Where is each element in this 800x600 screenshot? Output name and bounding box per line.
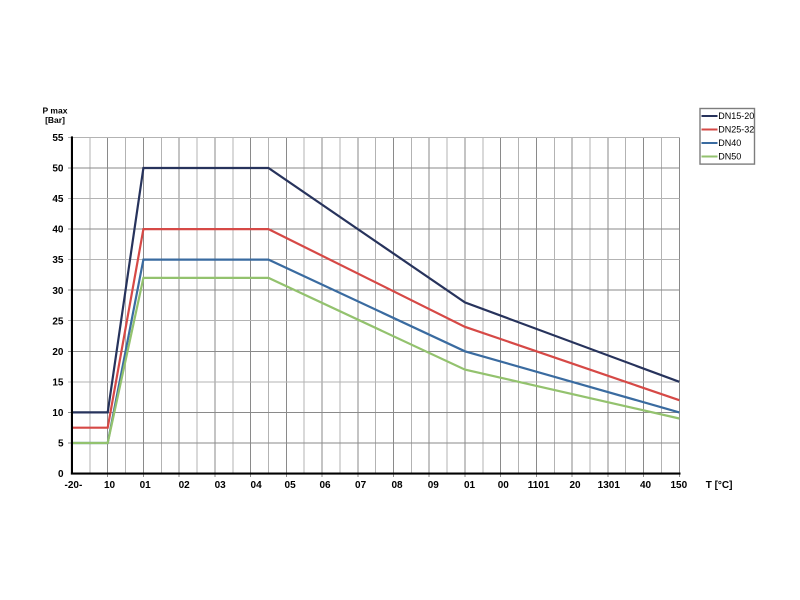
svg-text:150: 150 [670,480,687,491]
svg-text:25: 25 [52,316,64,327]
svg-text:00: 00 [498,480,510,491]
svg-text:06: 06 [319,480,331,491]
svg-text:10: 10 [104,480,116,491]
svg-text:45: 45 [52,194,64,205]
svg-text:[Bar]: [Bar] [45,115,65,125]
svg-text:09: 09 [428,480,440,491]
svg-text:P max: P max [43,106,68,116]
svg-text:35: 35 [52,255,64,266]
svg-text:40: 40 [52,225,64,236]
svg-text:0: 0 [58,469,64,480]
svg-text:DN15-20: DN15-20 [718,111,754,121]
svg-text:30: 30 [52,286,64,297]
svg-text:03: 03 [215,480,227,491]
svg-text:08: 08 [391,480,403,491]
svg-text:55: 55 [52,133,64,144]
svg-text:DN40: DN40 [718,138,741,148]
svg-text:07: 07 [355,480,367,491]
svg-text:1301: 1301 [598,480,621,491]
svg-text:04: 04 [251,480,263,491]
svg-text:20: 20 [52,347,64,358]
svg-text:50: 50 [52,164,64,175]
svg-text:01: 01 [140,480,152,491]
svg-text:40: 40 [640,480,652,491]
svg-text:T [°C]: T [°C] [706,480,733,491]
svg-text:DN25-32: DN25-32 [718,125,754,135]
svg-text:1101: 1101 [528,480,550,491]
svg-text:-20-: -20- [65,480,83,491]
svg-text:05: 05 [285,480,297,491]
svg-text:DN50: DN50 [718,152,741,162]
svg-text:01: 01 [464,480,476,491]
svg-text:15: 15 [52,377,64,388]
svg-text:10: 10 [52,408,64,419]
svg-text:20: 20 [569,480,581,491]
svg-text:02: 02 [179,480,191,491]
svg-text:5: 5 [58,439,64,450]
